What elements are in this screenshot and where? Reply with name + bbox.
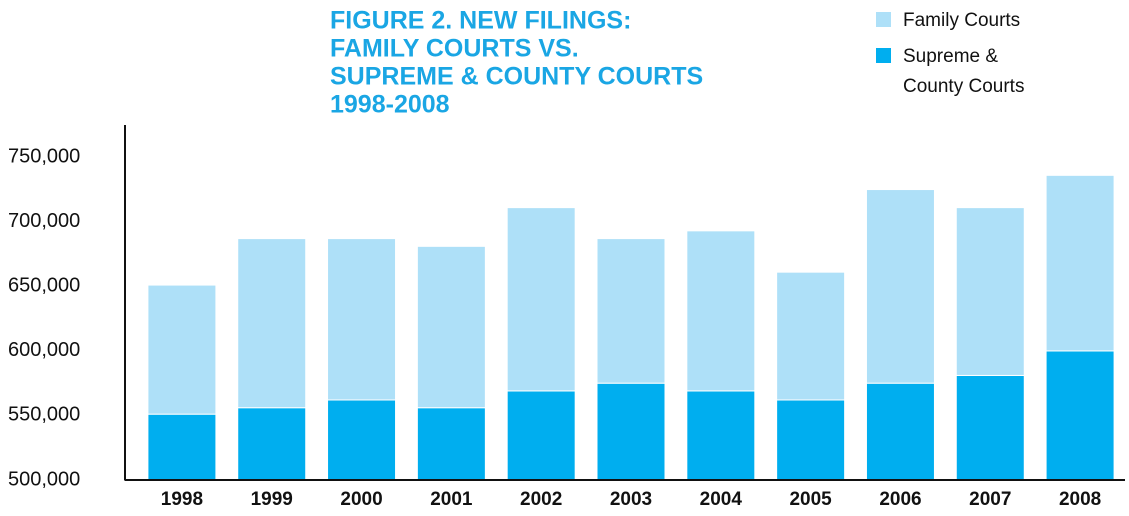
- chart-title: SUPREME & COUNTY COURTS: [330, 63, 703, 91]
- legend: Family Courts Supreme & County Courts: [876, 6, 1043, 108]
- y-tick-label: 650,000: [8, 275, 80, 297]
- bar-segment: [237, 238, 307, 409]
- bar-segment: [776, 399, 846, 481]
- chart-title: FIGURE 2. NEW FILINGS:: [330, 7, 631, 35]
- legend-label: Family Courts: [903, 10, 1021, 31]
- x-tick-label: 1998: [161, 489, 203, 510]
- y-tick-label: 750,000: [8, 146, 80, 168]
- bar-segment: [416, 245, 486, 409]
- bar-segment: [955, 207, 1025, 376]
- x-tick-label: 2008: [1059, 489, 1101, 510]
- x-tick-label: 2002: [520, 489, 562, 510]
- chart-title: FAMILY COURTS VS.: [330, 35, 579, 63]
- x-tick-label: 2006: [879, 489, 921, 510]
- x-tick-label: 2007: [969, 489, 1011, 510]
- bar-segment: [686, 390, 756, 481]
- bar-segment: [327, 399, 397, 481]
- y-tick-label: 550,000: [8, 404, 80, 426]
- bar-segment: [865, 189, 935, 384]
- x-tick-label: 2004: [700, 489, 743, 510]
- legend-item: Supreme & County Courts: [876, 42, 1043, 102]
- legend-swatch: [876, 48, 891, 63]
- y-tick-label: 700,000: [8, 210, 80, 232]
- bar-segment: [1045, 174, 1115, 352]
- bar-segment: [776, 271, 846, 401]
- bar-segment: [147, 284, 217, 415]
- x-tick-label: 1999: [251, 489, 293, 510]
- y-tick-label: 600,000: [8, 339, 80, 361]
- legend-label: Supreme & County Courts: [903, 46, 1025, 97]
- bar-segment: [416, 407, 486, 481]
- bar-segment: [596, 382, 666, 481]
- bar-segment: [506, 390, 576, 481]
- bar-segment: [147, 413, 217, 481]
- bar-segment: [955, 374, 1025, 481]
- bar-segment: [596, 238, 666, 384]
- y-tick-label: 500,000: [8, 468, 80, 490]
- bar-segment: [327, 238, 397, 401]
- x-tick-label: 2001: [430, 489, 473, 510]
- bar-segment: [506, 207, 576, 392]
- x-tick-label: 2000: [340, 489, 382, 510]
- bar-segment: [237, 407, 307, 481]
- legend-item: Family Courts: [876, 6, 1043, 36]
- legend-swatch: [876, 12, 891, 27]
- x-tick-label: 2005: [789, 489, 832, 510]
- bar-segment: [686, 230, 756, 392]
- chart-title: 1998-2008: [330, 91, 450, 119]
- x-tick-label: 2003: [610, 489, 652, 510]
- bar-segment: [1045, 350, 1115, 481]
- bar-segment: [865, 382, 935, 481]
